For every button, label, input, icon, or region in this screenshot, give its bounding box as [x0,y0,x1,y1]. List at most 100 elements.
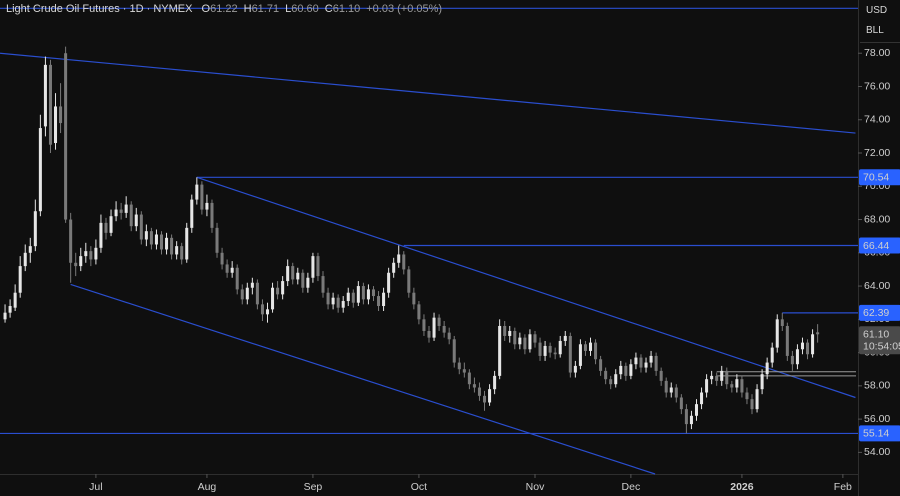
candle-body [351,292,355,303]
candle-body [215,227,219,253]
candle-body [649,355,653,363]
candle-body [195,184,199,200]
candle-body [235,267,239,290]
unit: BLL [866,25,884,36]
candle-body [255,282,259,305]
candle-body [669,387,673,393]
candle-body [493,375,497,390]
candle-body [74,262,78,267]
candle-body [159,234,164,250]
candle-body [775,319,779,348]
candle-body [33,211,37,247]
candle-body [740,379,744,393]
candle-body [79,256,83,267]
candle-body [694,404,699,416]
chart-title: Light Crude Oil Futures · 1D · NYMEX [6,3,193,15]
candle-body [38,128,42,212]
candle-body [795,349,799,365]
candle-body [3,312,7,320]
candle-body [583,344,587,351]
candle-body [614,374,618,385]
candle-body [230,267,234,273]
candle-body [629,364,633,376]
x-tick-label: Nov [526,481,545,493]
candle-body [240,289,244,300]
candle-body [700,392,704,405]
level-tag-label: 66.44 [863,240,889,252]
candle-body [811,334,815,355]
candle-body [397,254,401,263]
candle-body [265,309,270,315]
candle-body [301,272,305,288]
candle-body [139,214,143,240]
candle-body [604,370,608,380]
legend-key: O [201,3,211,15]
candle-body [371,289,375,297]
candle-body [488,389,492,403]
candle-body [129,204,133,227]
x-tick-label: 2026 [730,481,754,493]
candle-body [785,325,789,356]
legend-value: 61.22 [210,3,238,15]
candle-body [548,345,552,353]
candle-body [382,292,386,307]
candle-body [392,262,396,273]
candle-body [225,264,229,273]
candle-body [316,256,320,277]
candle-body [64,53,68,220]
candle-body [720,370,724,381]
trend-line [196,176,856,399]
candle-body [276,287,280,295]
candle-body [250,282,254,288]
candle-body [387,272,391,293]
candle-body [286,266,290,282]
candle-body [594,342,598,360]
x-tick-label: Sep [304,481,323,493]
candle-body [311,256,315,278]
legend-value: 60.60 [291,3,319,15]
candle-body [533,334,537,343]
candle-body [84,251,88,257]
y-tick-label: 68.00 [864,213,890,225]
candle-body [422,319,426,331]
candle-body [477,387,481,396]
candle-body [417,304,421,320]
candle-body [205,202,209,210]
candle-body [689,415,693,425]
candle-body [538,342,542,356]
candle-body [644,362,648,368]
last-price-tag [859,326,900,355]
candle-body [402,254,406,270]
candle-body [624,365,628,376]
candle-body [124,204,128,213]
candle-body [306,277,310,288]
candle-body [755,389,759,410]
candle-body [245,287,249,300]
candle-body [679,397,683,410]
level-tag-label: 55.14 [863,428,889,440]
candle-body [154,234,158,245]
candle-body [185,227,189,260]
chart-legend: Light Crude Oil Futures · 1D · NYMEX O61… [6,3,442,15]
y-tick-label: 58.00 [864,380,890,392]
candle-body [180,246,184,260]
level-tag [859,304,900,321]
candle-body [119,209,123,213]
candle-body [89,251,93,260]
candle-body [543,345,547,356]
currency: USD [866,5,888,16]
candle-body [407,269,411,293]
candle-body [149,231,153,245]
candle-body [427,330,431,338]
candle-body [462,369,466,373]
legend-value: +0.03 (+0.05%) [366,3,443,15]
candle-body [573,365,577,373]
unit-box: USD BLL [860,0,900,43]
candle-body [528,334,532,350]
candle-body [321,276,325,293]
x-tick-label: Oct [411,481,427,493]
candle-body [745,392,749,400]
candle-body [18,266,22,293]
y-tick-label: 54.00 [864,446,890,458]
